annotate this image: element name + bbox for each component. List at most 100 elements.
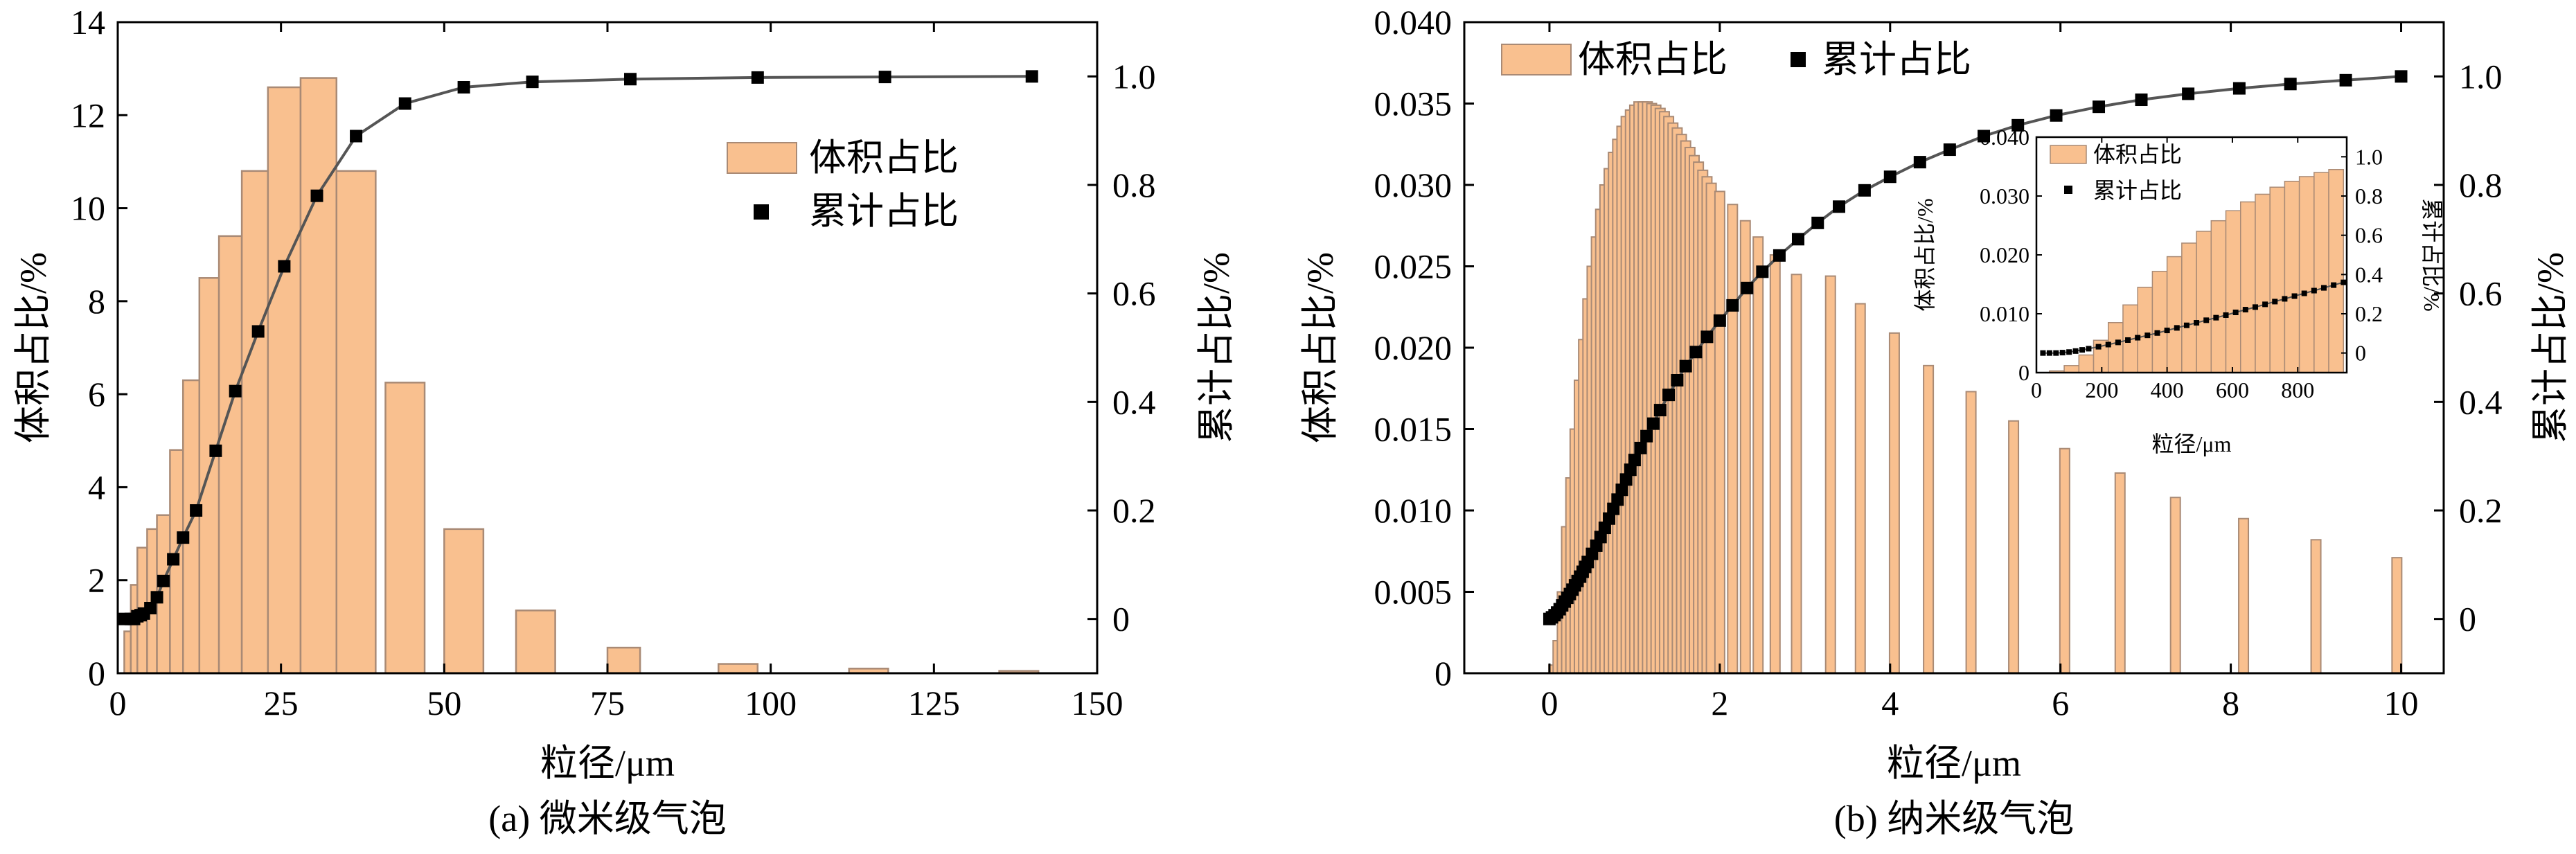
chart-a-bar [217, 235, 243, 675]
chart-b-inset-x-tick-label: 0 [2031, 377, 2042, 402]
chart-a-cumulative-marker [157, 574, 170, 587]
chart-b-inset-cumulative-marker [2154, 330, 2160, 336]
chart-b-cumulative-marker [1619, 473, 1633, 486]
chart-b-cumulative-marker [2050, 109, 2063, 122]
chart-b-inset-bar [2166, 256, 2183, 373]
chart-b-cumulative-marker [1603, 512, 1616, 525]
chart-b-caption: (b) 纳米级气泡 [1834, 798, 2074, 839]
chart-b-inset-bar [2269, 186, 2286, 373]
chart-b-cumulative-marker [1791, 233, 1804, 246]
chart-a-x-tick-label: 150 [1072, 684, 1123, 722]
chart-a-cumulative-marker [167, 553, 180, 566]
chart-a-legend-marker-swatch [754, 204, 769, 220]
chart-b-inset-cumulative-marker [2046, 350, 2052, 356]
chart-b-y-tick-label: 0.005 [1374, 573, 1453, 612]
chart-b-y-tick-label: 0.015 [1374, 410, 1453, 449]
chart-b-inset-bar [2210, 220, 2227, 373]
chart-b-inset-bar [2298, 176, 2315, 373]
chart-b-bar [2114, 472, 2126, 674]
chart-a-bar [718, 663, 759, 675]
chart-b-inset-y2-tick-label: 0 [2355, 341, 2366, 366]
chart-b-inset-cumulative-marker [2086, 346, 2092, 352]
chart-b-cumulative-marker [1726, 299, 1739, 312]
chart-b-y-tick-label: 0.020 [1374, 328, 1453, 367]
chart-b-ticks: 0 2 4 6 8 10 0 0.005 0.010 0.015 0.020 0.025 0.030 0.… [1374, 3, 2503, 722]
chart-b-inset-y2-tick-label: 0.2 [2355, 301, 2383, 326]
chart-a-legend: 体积占比 累计占比 [727, 137, 959, 232]
chart-b-inset-cumulative-marker [2223, 312, 2229, 318]
chart-b-inset-cumulative-marker [2282, 296, 2288, 302]
chart-b-inset-cumulative-marker [2272, 299, 2278, 305]
chart-b-inset-bar [2107, 322, 2124, 373]
chart-a-x-tick-label: 25 [264, 684, 299, 722]
chart-a-y-tick-label: 8 [88, 282, 105, 321]
chart-b-inset-y-tick-label: 0.030 [1980, 184, 2029, 208]
chart-b-inset-legend-marker-label: 累计占比 [2093, 178, 2182, 203]
chart-b-inset-bar [2181, 242, 2197, 373]
chart-b-inset-cumulative-marker [2252, 304, 2258, 310]
chart-b-inset-y-tick-label: 0 [2018, 360, 2029, 385]
chart-b-cumulative-marker [1628, 454, 1641, 467]
chart-b-cumulative-marker [1646, 417, 1660, 430]
chart-b-cumulative-marker [2395, 70, 2408, 83]
chart-b-inset-bar [2078, 354, 2095, 373]
chart-a-y-tick-label: 14 [71, 3, 105, 42]
chart-b-inset-x-tick-label: 600 [2216, 377, 2249, 402]
chart-b-inset-x-tick-label: 400 [2151, 377, 2184, 402]
chart-b-inset-cumulative-marker [2262, 301, 2268, 308]
chart-a-y2-tick-label: 1.0 [1112, 57, 1156, 96]
chart-b-inset-y2-tick-label: 0.4 [2355, 262, 2383, 287]
chart-a-bar [240, 170, 269, 675]
chart-b-inset-y-axis-label: 体积占比/% [1912, 198, 1937, 312]
chart-b-legend-marker-swatch [1791, 52, 1806, 67]
chart-b-bar [2169, 497, 2181, 675]
chart-b-bar [1727, 204, 1739, 674]
chart-b-inset-bar [2239, 201, 2256, 373]
chart-b-inset-cumulative-marker [2144, 332, 2151, 339]
chart-b-inset-y2-axis-label: 累计占比/% [2419, 198, 2444, 312]
chart-b-inset-x-tick-label: 800 [2281, 377, 2314, 402]
chart-b-y2-tick-label: 0.8 [2459, 166, 2503, 204]
chart-b-inset-bar [2313, 172, 2329, 373]
chart-b-y-tick-label: 0.035 [1374, 84, 1453, 123]
chart-b-inset-cumulative-markers [2040, 279, 2347, 356]
chart-b-bar [2238, 517, 2250, 674]
chart-b-inset-y2-tick-label: 1.0 [2355, 144, 2383, 169]
chart-b-inset-y2-tick-label: 0.8 [2355, 184, 2383, 208]
chart-a-bar [384, 382, 426, 675]
chart-a-x-tick-label: 125 [908, 684, 960, 722]
chart-b-bar [1752, 236, 1764, 674]
chart-a-cumulative-marker [144, 602, 157, 614]
chart-a-cumulative-marker [209, 444, 222, 457]
chart-a-bar [130, 584, 139, 675]
chart-a-y-tick-label: 4 [88, 468, 105, 506]
chart-a-cumulative-marker [310, 189, 323, 202]
chart-b-inset-bar [2328, 169, 2345, 373]
chart-b-inset-y2-tick-label: 0.6 [2355, 223, 2383, 248]
chart-a-y2-tick-label: 0 [1112, 600, 1130, 639]
chart-a-ticks: 0 25 50 75 100 125 150 0 2 4 6 8 10 12 14 0 0.2 0.4 0.6 0.8… [71, 3, 1156, 722]
chart-a-cumulative-marker [278, 260, 291, 273]
chart-b-bar [2391, 557, 2403, 675]
chart-a-bar [515, 610, 556, 675]
chart-b-inset-cumulative-marker [2320, 285, 2327, 291]
chart-a-x-tick-label: 75 [590, 684, 625, 722]
chart-b-cumulative-marker [1913, 156, 1926, 169]
chart-b-bar [1965, 391, 1977, 674]
chart-b-y2-axis-label: 累计占比/% [2530, 252, 2571, 443]
chart-a-cumulative-marker [398, 97, 411, 110]
chart-b-bar [1714, 190, 1725, 674]
chart-b-inset-cumulative-marker [2079, 347, 2086, 353]
chart-a-x-axis-label: 粒径/μm [540, 742, 675, 784]
chart-a-y2-tick-label: 0.2 [1112, 491, 1156, 530]
chart-b-inset-cumulative-marker [2174, 325, 2180, 331]
chart-a-cumulative-marker [878, 71, 891, 84]
chart-a-cumulative-marker [350, 130, 363, 143]
chart-b-cumulative-markers [1543, 70, 2408, 625]
chart-b-inset: 0 200 400 600 800 0 0.010 0.020 0.030 0.040 0 0.2 0.… [1912, 125, 2444, 456]
chart-b-inset-cumulative-marker [2135, 335, 2141, 341]
chart-a-caption: (a) 微米级气泡 [488, 798, 726, 839]
chart-a-y-tick-label: 0 [88, 654, 105, 693]
chart-a-y2-tick-label: 0.4 [1112, 382, 1156, 421]
chart-a-bar [443, 528, 485, 675]
